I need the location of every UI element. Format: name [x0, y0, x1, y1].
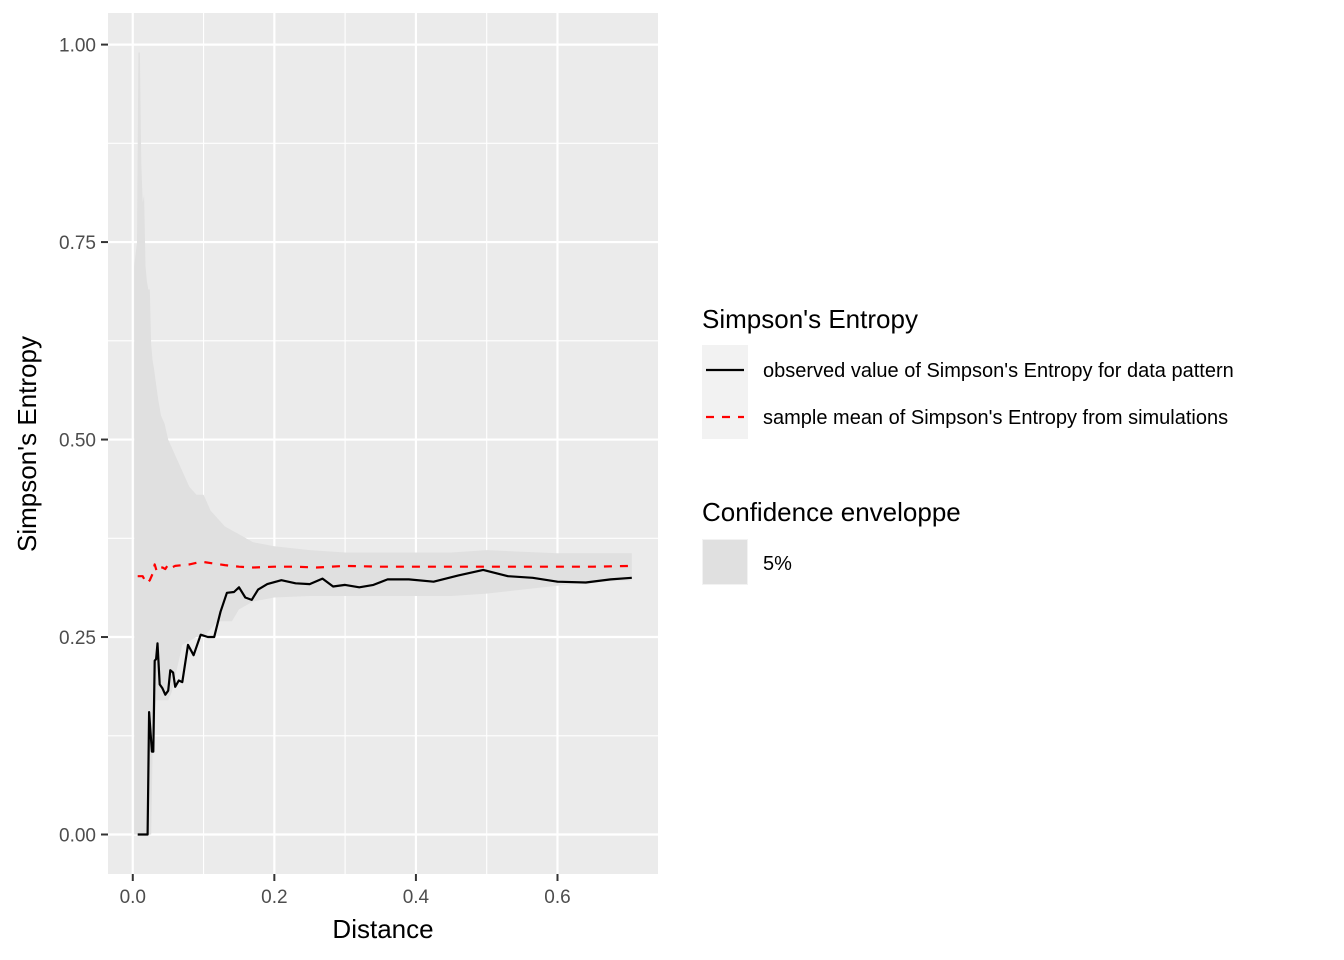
- legend-label-mean: sample mean of Simpson's Entropy from si…: [763, 407, 1228, 429]
- legend-key-envelope: [703, 540, 747, 584]
- legend-label-envelope: 5%: [763, 553, 792, 575]
- y-tick-label: 0.00: [59, 826, 96, 847]
- x-tick-label: 0.2: [261, 887, 287, 908]
- simulation-mean-line: [137, 560, 632, 585]
- y-axis: 0.00 0.25 0.50 0.75 1.00: [59, 36, 108, 847]
- x-axis-title: Distance: [332, 914, 433, 944]
- x-axis: 0.0 0.2 0.4 0.6: [120, 874, 571, 908]
- y-tick-label: 1.00: [59, 36, 96, 57]
- x-tick-label: 0.4: [403, 887, 430, 908]
- y-tick-label: 0.25: [59, 628, 96, 649]
- panel-background: [108, 13, 658, 874]
- x-tick-label: 0.0: [120, 887, 146, 908]
- y-axis-title: Simpson's Entropy: [12, 336, 42, 552]
- y-tick-label: 0.75: [59, 233, 96, 254]
- x-tick-label: 0.6: [544, 887, 570, 908]
- legend-keys-lines-background: [702, 345, 748, 439]
- plot-panel: [108, 13, 658, 874]
- y-tick-label: 0.50: [59, 431, 96, 452]
- legend-label-observed: observed value of Simpson's Entropy for …: [763, 360, 1234, 382]
- legend-title-lines: Simpson's Entropy: [702, 304, 918, 334]
- legend-title-envelope: Confidence enveloppe: [702, 497, 961, 527]
- legend: Simpson's Entropy observed value of Simp…: [702, 304, 1234, 585]
- observed-line: [137, 568, 632, 836]
